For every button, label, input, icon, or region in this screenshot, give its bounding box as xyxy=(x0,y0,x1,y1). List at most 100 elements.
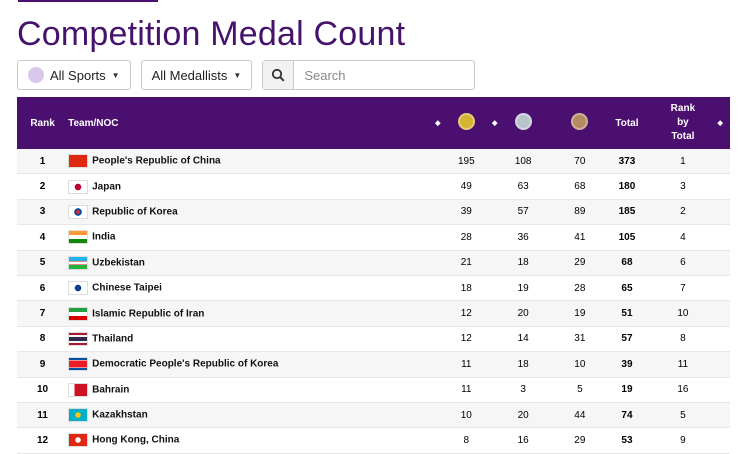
bronze-cell: 68 xyxy=(574,181,586,193)
sort-icon[interactable]: ◆ xyxy=(492,120,498,127)
search-icon xyxy=(272,68,285,82)
rank-cell: 9 xyxy=(39,358,46,370)
spacer-cell xyxy=(485,250,505,275)
total-header[interactable]: Total xyxy=(615,117,639,129)
rank-by-total-header[interactable]: Rank by Total xyxy=(655,97,710,149)
search-button[interactable] xyxy=(263,61,295,89)
table-row[interactable]: 2 Japan 49 63 68 180 3 xyxy=(17,174,730,200)
silver-header[interactable] xyxy=(505,97,542,149)
team-cell: Democratic People's Republic of Korea xyxy=(68,352,428,377)
team-name-link[interactable]: Thailand xyxy=(92,333,134,345)
sports-icon xyxy=(28,67,44,83)
table-row[interactable]: 7 Islamic Republic of Iran 12 20 19 51 10 xyxy=(17,300,730,327)
japan-flag-icon xyxy=(68,179,89,194)
table-row[interactable]: 9 Democratic People's Republic of Korea 11… xyxy=(17,351,730,378)
chevron-down-icon: ▼ xyxy=(233,70,242,80)
bronze-cell: 44 xyxy=(574,409,586,421)
spacer-cell xyxy=(428,250,448,275)
rank-by-total-cell: 16 xyxy=(677,384,689,396)
spacer-cell xyxy=(542,149,561,174)
spacer-cell xyxy=(542,377,561,402)
search-input[interactable] xyxy=(294,67,475,83)
team-cell: Republic of Korea xyxy=(68,199,428,224)
team-cell: People's Republic of China xyxy=(68,149,428,174)
medal-table: Rank Team/NOC ◆ ◆ Total Rank by Total ◆ … xyxy=(17,97,730,454)
spacer-cell xyxy=(485,301,505,326)
total-cell: 68 xyxy=(621,257,633,269)
table-row[interactable]: 4 India 28 36 41 105 4 xyxy=(17,225,730,251)
spacer-cell xyxy=(542,199,561,224)
search-box xyxy=(262,60,476,90)
team-name-link[interactable]: Republic of Korea xyxy=(92,206,178,218)
team-header[interactable]: Team/NOC xyxy=(68,117,119,129)
spacer-cell xyxy=(485,174,505,199)
spacer-cell xyxy=(428,377,448,402)
sports-dropdown-label: All Sports xyxy=(50,67,106,83)
gold-medal-icon xyxy=(457,113,475,130)
spacer-cell xyxy=(428,174,448,199)
team-name-link[interactable]: Chinese Taipei xyxy=(92,282,162,294)
team-name-link[interactable]: India xyxy=(92,231,116,243)
team-name-link[interactable]: Bahrain xyxy=(92,384,130,396)
total-cell: 51 xyxy=(621,308,633,320)
table-row[interactable]: 5 Uzbekistan 21 18 29 68 6 xyxy=(17,250,730,276)
gold-cell: 18 xyxy=(460,282,472,294)
iran-flag-icon xyxy=(68,306,89,321)
table-row[interactable]: 8 Thailand 12 14 31 57 8 xyxy=(17,326,730,352)
total-cell: 57 xyxy=(621,333,633,345)
rank-by-total-cell: 6 xyxy=(680,257,686,269)
spacer-cell xyxy=(710,174,730,199)
sort-icon[interactable]: ◆ xyxy=(435,120,441,127)
team-name-link[interactable]: Islamic Republic of Iran xyxy=(92,308,205,320)
silver-cell: 18 xyxy=(517,257,529,269)
team-name-link[interactable]: People's Republic of China xyxy=(92,155,221,167)
medallists-dropdown[interactable]: All Medallists ▼ xyxy=(140,60,253,90)
bronze-cell: 89 xyxy=(574,206,586,218)
team-name-link[interactable]: Uzbekistan xyxy=(92,257,145,269)
team-cell: Thailand xyxy=(68,326,428,351)
gold-cell: 39 xyxy=(460,206,472,218)
table-row[interactable]: 11 Kazakhstan 10 20 44 74 5 xyxy=(17,402,730,428)
gold-header[interactable] xyxy=(448,97,485,149)
total-cell: 65 xyxy=(621,282,633,294)
team-name-link[interactable]: Japan xyxy=(92,181,122,193)
spacer-cell xyxy=(542,301,561,326)
team-name-link[interactable]: Democratic People's Republic of Korea xyxy=(92,358,279,370)
table-row[interactable]: 1 People's Republic of China 195 108 70 373 1 xyxy=(17,149,730,174)
team-cell: Hong Kong, China xyxy=(68,428,428,453)
page-title: Competition Medal Count xyxy=(17,15,406,53)
rank-by-total-cell: 5 xyxy=(680,409,686,421)
spacer-cell xyxy=(428,428,448,453)
rank-by-total-cell: 2 xyxy=(680,206,686,218)
team-cell: Uzbekistan xyxy=(68,250,428,275)
table-row[interactable]: 3 Republic of Korea 39 57 89 185 2 xyxy=(17,199,730,225)
spacer-cell xyxy=(428,352,448,377)
total-cell: 39 xyxy=(621,358,633,370)
top-nav-underline xyxy=(18,0,158,2)
silver-cell: 108 xyxy=(514,155,532,167)
silver-cell: 16 xyxy=(517,434,529,446)
spacer-cell xyxy=(542,428,561,453)
total-cell: 185 xyxy=(618,206,636,218)
table-row[interactable]: 12 Hong Kong, China 8 16 29 53 9 xyxy=(17,428,730,454)
sports-dropdown[interactable]: All Sports ▼ xyxy=(17,60,131,90)
team-name-link[interactable]: Kazakhstan xyxy=(92,409,148,421)
table-row[interactable]: 10 Bahrain 11 3 5 19 16 xyxy=(17,377,730,403)
spacer-cell xyxy=(710,250,730,275)
spacer-cell xyxy=(542,225,561,250)
spacer-cell xyxy=(710,225,730,250)
spacer-cell xyxy=(485,149,505,174)
gold-cell: 11 xyxy=(461,358,472,370)
rank-header[interactable]: Rank xyxy=(30,117,55,129)
total-cell: 373 xyxy=(618,155,636,167)
bronze-medal-icon xyxy=(571,113,589,130)
rank-cell: 6 xyxy=(39,282,46,294)
rank-by-total-line: by xyxy=(677,117,689,128)
rank-cell: 12 xyxy=(36,434,49,446)
bronze-header[interactable] xyxy=(561,97,598,149)
table-row[interactable]: 6 Chinese Taipei 18 19 28 65 7 xyxy=(17,275,730,301)
team-cell: Chinese Taipei xyxy=(68,275,428,300)
sort-icon[interactable]: ◆ xyxy=(717,120,723,127)
team-name-link[interactable]: Hong Kong, China xyxy=(92,434,180,446)
chevron-down-icon: ▼ xyxy=(111,70,120,80)
